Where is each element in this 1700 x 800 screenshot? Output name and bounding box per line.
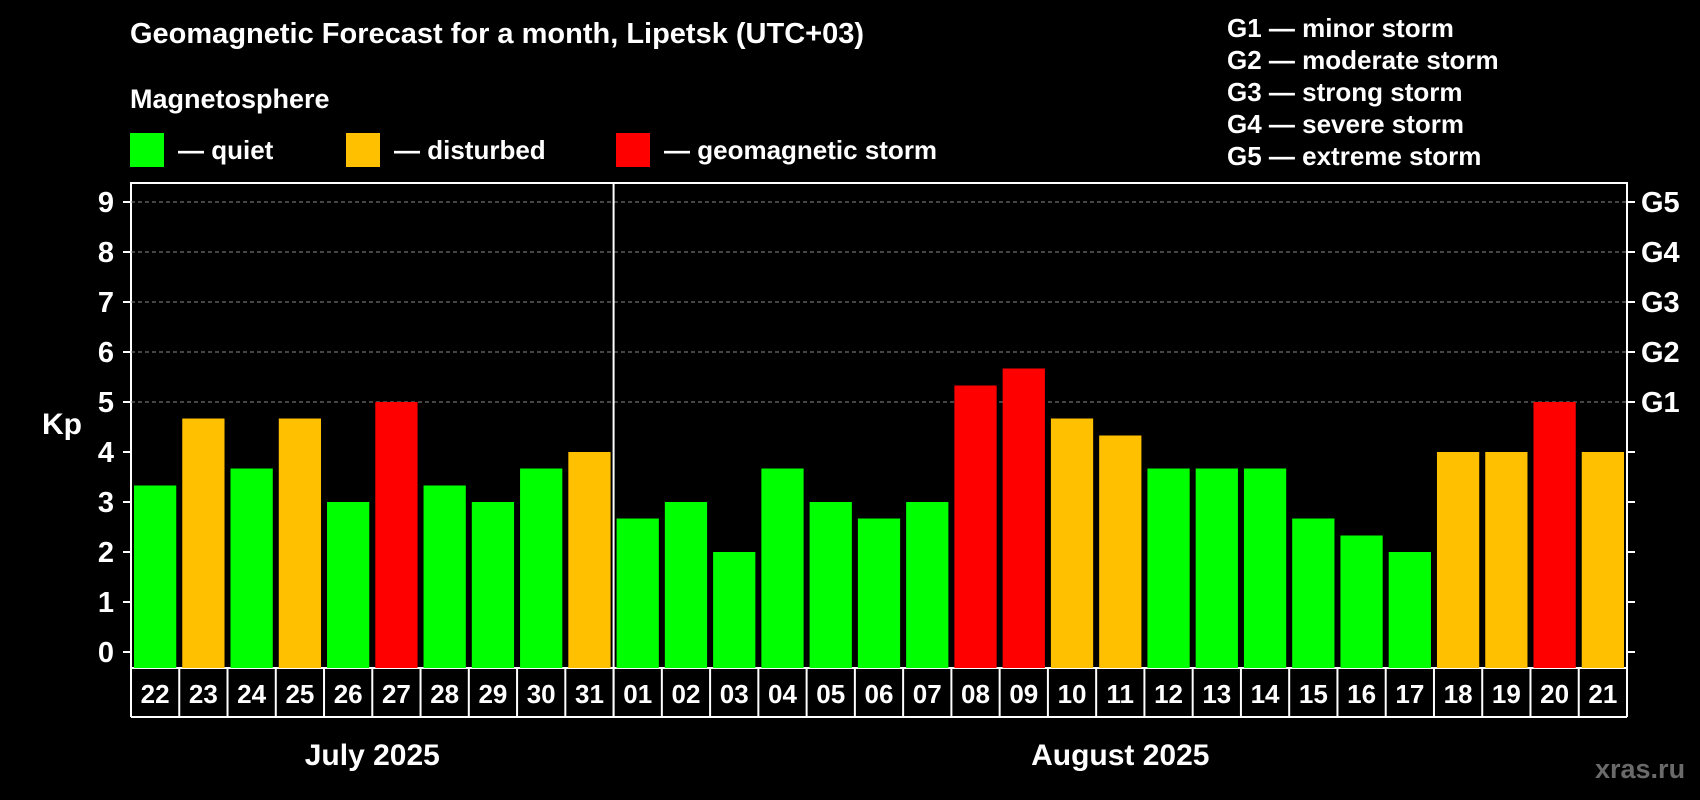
x-tick-label: 09 [1009,679,1038,709]
x-tick-label: 10 [1058,679,1087,709]
storm-level-label: G1 [1641,387,1680,419]
y-tick-label: 5 [98,387,114,419]
x-tick-label: 28 [430,679,459,709]
kp-bar [182,418,225,668]
kp-bar [1243,468,1287,668]
x-tick-label: 21 [1588,679,1617,709]
x-tick-label: 01 [623,679,652,709]
x-tick-label: 02 [672,679,701,709]
storm-scale-g1: G1 — minor storm [1227,13,1454,43]
legend-item-quiet: — quiet [130,133,273,167]
storm-level-label: G5 [1641,187,1680,219]
kp-bar [327,502,370,668]
kp-bar [1195,468,1238,668]
kp-bar [278,418,322,668]
x-tick-label: 18 [1444,679,1473,709]
kp-bar [1292,518,1335,668]
kp-bar [375,402,418,668]
kp-bar [1436,452,1480,668]
legend-item-disturbed: — disturbed [346,133,546,167]
x-tick-label: 29 [478,679,507,709]
x-tick-label: 08 [961,679,990,709]
site-watermark: xras.ru [1595,754,1686,784]
y-tick-label: 6 [98,337,114,369]
kp-bar [1485,452,1528,668]
kp-bar [1533,402,1576,668]
storm-swatch [616,133,650,167]
x-tick-label: 07 [913,679,942,709]
storm-level-label: G3 [1641,287,1680,319]
y-tick-label: 8 [98,237,114,269]
x-tick-label: 20 [1540,679,1569,709]
month-label: July 2025 [305,739,440,772]
x-tick-label: 30 [527,679,556,709]
x-tick-label: 13 [1202,679,1231,709]
kp-bar [1388,552,1431,668]
storm-scale-legend: G1 — minor storm G2 — moderate storm G3 … [1227,12,1499,172]
kp-bar [1099,435,1142,668]
kp-bar [857,518,901,668]
x-tick-label: 04 [768,679,797,709]
y-tick-label: 2 [98,537,114,569]
kp-bar [1147,468,1190,668]
storm-scale-g2: G2 — moderate storm [1227,45,1499,75]
chart-title: Geomagnetic Forecast for a month, Lipets… [130,18,865,50]
storm-scale-g3: G3 — strong storm [1227,77,1463,107]
legend-heading: Magnetosphere [130,84,330,114]
kp-bar [1581,452,1624,668]
legend-label-storm: — geomagnetic storm [664,134,938,165]
kp-bar [713,552,756,668]
x-tick-label: 17 [1395,679,1424,709]
kp-bar [1340,535,1383,668]
quiet-swatch [130,133,164,167]
kp-bar [568,452,611,668]
x-tick-label: 03 [720,679,749,709]
x-tick-label: 31 [575,679,604,709]
x-tick-label: 12 [1154,679,1183,709]
storm-level-label: G4 [1641,237,1680,269]
kp-bar [809,502,852,668]
x-tick-label: 16 [1347,679,1376,709]
x-tick-label: 24 [237,679,266,709]
kp-bar [134,485,177,668]
legend-item-storm: — geomagnetic storm [616,133,937,167]
x-tick-label: 22 [141,679,170,709]
storm-level-label: G2 [1641,337,1680,369]
storm-scale-g5: G5 — extreme storm [1227,141,1482,171]
x-tick-label: 26 [334,679,363,709]
kp-bar [1050,418,1094,668]
y-tick-label: 9 [98,187,114,219]
kp-bar [761,468,804,668]
kp-bar [471,502,515,668]
x-tick-label: 05 [816,679,845,709]
x-tick-label: 23 [189,679,218,709]
kp-bar [1002,368,1045,668]
x-tick-label: 15 [1299,679,1328,709]
disturbed-swatch [346,133,380,167]
kp-bar [954,385,997,668]
kp-bar [423,485,466,668]
legend-label-disturbed: — disturbed [394,134,546,165]
x-tick-label: 06 [865,679,894,709]
y-tick-label: 7 [98,287,114,319]
legend-label-quiet: — quiet [178,134,274,165]
x-tick-label: 11 [1107,679,1135,709]
y-tick-label: 3 [98,487,114,519]
x-tick-label: 19 [1492,679,1521,709]
y-tick-label: 1 [98,587,114,619]
x-tick-label: 25 [285,679,314,709]
storm-scale-g4: G4 — severe storm [1227,109,1465,139]
kp-bar [664,502,708,668]
kp-bar [230,468,273,668]
y-axis-label: Kp [42,408,82,441]
kp-bar [906,502,949,668]
x-tick-label: 14 [1251,679,1280,709]
x-tick-label: 27 [382,679,411,709]
y-tick-label: 4 [98,437,114,469]
y-tick-label: 0 [98,637,114,669]
month-label: August 2025 [1031,739,1209,772]
kp-bar [616,518,659,668]
kp-bar [520,468,563,668]
